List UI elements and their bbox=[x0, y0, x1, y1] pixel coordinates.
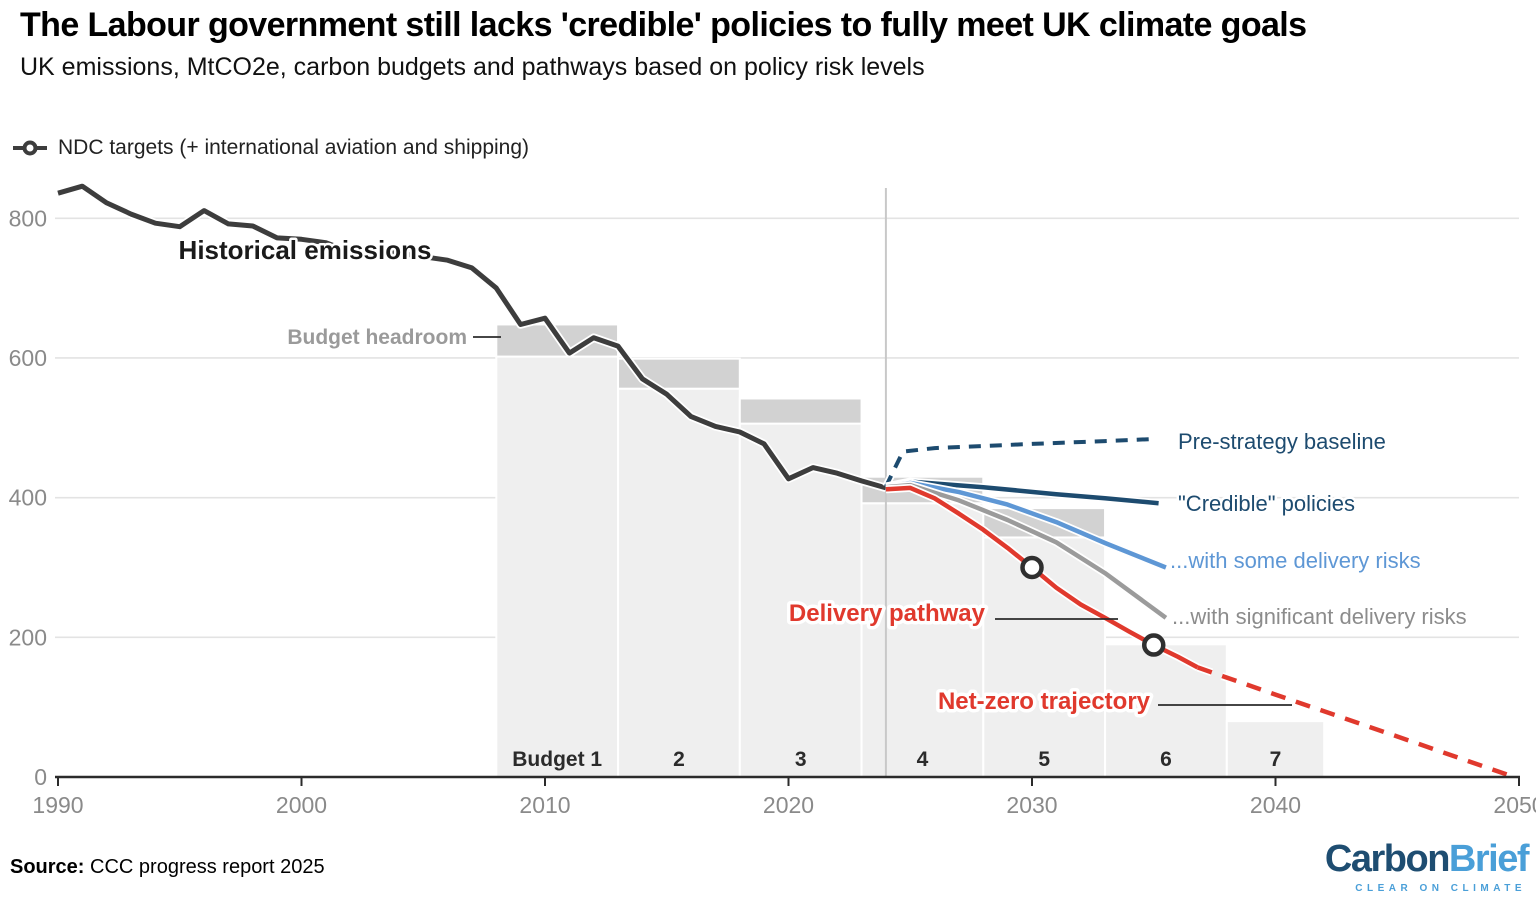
ndc-target-marker-2035 bbox=[1142, 633, 1166, 657]
pre-strategy-baseline-label: Pre-strategy baseline bbox=[1178, 429, 1386, 454]
source-label: Source: bbox=[10, 856, 85, 878]
series-line-net-zero-trajectory bbox=[1196, 665, 1515, 780]
ndc-legend: NDC targets (+ international aviation an… bbox=[12, 136, 529, 160]
significant-delivery-risks-label: ...with significant delivery risks bbox=[1172, 604, 1467, 629]
y-axis-label-600: 600 bbox=[9, 345, 47, 371]
y-axis-label-0: 0 bbox=[34, 764, 47, 790]
x-axis-label-2030: 2030 bbox=[1006, 792, 1057, 818]
budget-label-7: 7 bbox=[1270, 748, 1282, 771]
net-zero-trajectory-label: Net-zero trajectory bbox=[938, 688, 1151, 715]
page-title: The Labour government still lacks 'credi… bbox=[20, 6, 1307, 44]
x-axis-label-2040: 2040 bbox=[1250, 792, 1301, 818]
carbonbrief-logo: CarbonBrief CLEAR ON CLIMATE bbox=[1324, 838, 1530, 894]
budget-headroom-bar-3 bbox=[738, 397, 863, 425]
some-delivery-risks-label: ...with some delivery risks bbox=[1170, 548, 1421, 573]
x-axis-label-2010: 2010 bbox=[519, 792, 570, 818]
x-axis-label-2020: 2020 bbox=[763, 792, 814, 818]
budget-bar-2 bbox=[617, 387, 741, 778]
budget-headroom-label: Budget headroom bbox=[287, 326, 467, 349]
credible-policies-label: "Credible" policies bbox=[1178, 491, 1355, 516]
x-axis-label-2050: 2050 bbox=[1493, 792, 1536, 818]
logo-carbon: Carbon bbox=[1324, 838, 1451, 880]
ndc-target-marker-2030 bbox=[1020, 555, 1044, 580]
ndc-legend-circle bbox=[22, 140, 38, 156]
budget-label-2: 2 bbox=[673, 748, 685, 771]
logo-brief: Brief bbox=[1448, 838, 1530, 880]
budget-bar-1 bbox=[495, 355, 620, 778]
delivery-pathway-label: Delivery pathway bbox=[789, 600, 986, 627]
page-subtitle: UK emissions, MtCO2e, carbon budgets and… bbox=[20, 53, 925, 82]
budget-bar-7 bbox=[1225, 720, 1326, 779]
budget-bar-3 bbox=[738, 422, 863, 778]
budget-label-1: Budget 1 bbox=[512, 748, 602, 771]
budget-label-3: 3 bbox=[795, 748, 807, 771]
y-axis-label-200: 200 bbox=[9, 624, 47, 650]
series-line-historical-emissions bbox=[57, 183, 887, 491]
ndc-legend-marker-icon bbox=[13, 140, 47, 156]
carbonbrief-logo-wordmark: CarbonBrief bbox=[1324, 838, 1530, 880]
budget-label-6: 6 bbox=[1160, 748, 1172, 771]
carbonbrief-logo-tagline: CLEAR ON CLIMATE bbox=[1355, 883, 1526, 894]
source-text: CCC progress report 2025 bbox=[84, 856, 325, 878]
budget-bar-4 bbox=[860, 502, 985, 778]
ndc-legend-label: NDC targets (+ international aviation an… bbox=[58, 136, 530, 159]
x-axis-label-2000: 2000 bbox=[276, 792, 327, 818]
y-axis-label-800: 800 bbox=[9, 205, 47, 231]
budget-label-4: 4 bbox=[917, 748, 929, 771]
source-note: Source: CCC progress report 2025 bbox=[10, 856, 325, 879]
budget-label-5: 5 bbox=[1038, 748, 1050, 771]
chart-header: The Labour government still lacks 'credi… bbox=[20, 6, 1520, 82]
series-line-pre-strategy-baseline bbox=[884, 437, 1154, 488]
historical-emissions-label: Historical emissions bbox=[179, 235, 432, 265]
x-axis-label-1990: 1990 bbox=[32, 792, 83, 818]
y-axis-label-400: 400 bbox=[9, 485, 47, 511]
